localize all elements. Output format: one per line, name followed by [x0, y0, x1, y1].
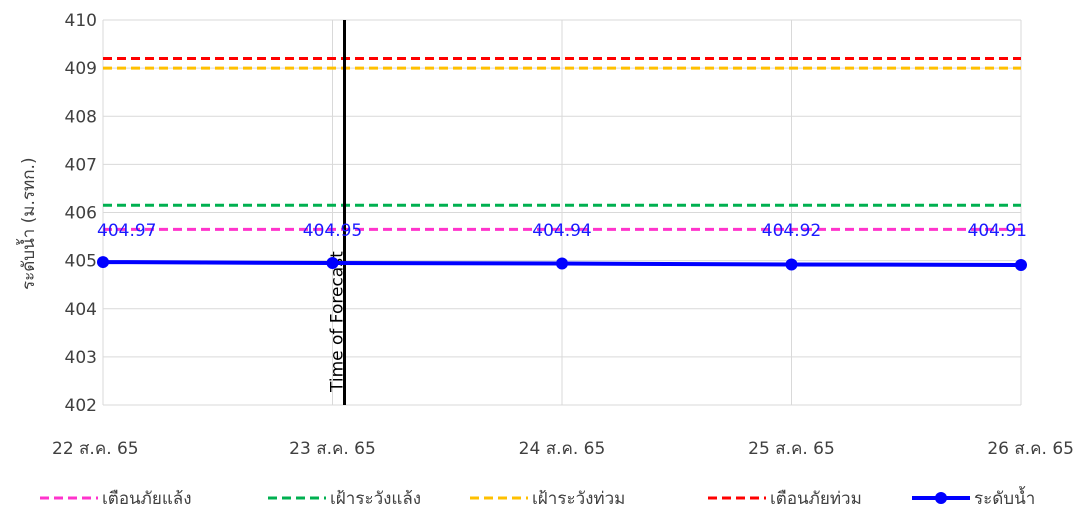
- data-label: 404.95: [303, 221, 362, 241]
- data-label: 404.92: [762, 221, 821, 241]
- y-tick-label: 402: [65, 396, 97, 416]
- legend-label: เฝ้าระวังท่วม: [532, 489, 625, 509]
- series-point: [556, 257, 568, 270]
- legend-label: เตือนภัยท่วม: [770, 489, 862, 509]
- x-tick-label: 22 ส.ค. 65: [52, 439, 139, 459]
- legend-marker: [935, 492, 947, 504]
- y-tick-label: 406: [65, 204, 97, 224]
- legend-label: เตือนภัยแล้ง: [102, 489, 192, 509]
- data-label: 404.91: [968, 221, 1027, 241]
- series-point: [1015, 258, 1027, 271]
- series-point: [97, 256, 109, 269]
- y-tick-label: 407: [65, 155, 97, 175]
- y-tick-label: 405: [65, 252, 97, 272]
- data-label: 404.97: [97, 221, 156, 241]
- y-tick-label: 403: [65, 348, 97, 368]
- y-tick-label: 404: [65, 300, 97, 320]
- legend-label: ระดับน้ำ: [974, 486, 1035, 509]
- y-tick-label: 408: [65, 107, 97, 127]
- x-tick-label: 23 ส.ค. 65: [289, 439, 376, 459]
- legend-label: เฝ้าระวังแล้ง: [330, 489, 421, 509]
- x-tick-label: 26 ส.ค. 65: [987, 439, 1074, 459]
- forecast-label: Time of Forecast: [328, 251, 348, 393]
- data-label: 404.94: [532, 221, 591, 241]
- x-tick-label: 24 ส.ค. 65: [519, 439, 606, 459]
- series-point: [326, 257, 339, 270]
- series-point: [785, 258, 798, 271]
- y-tick-label: 410: [65, 11, 97, 31]
- y-axis-title: ระดับน้ำ (ม.รทก.): [16, 157, 39, 290]
- x-tick-label: 25 ส.ค. 65: [748, 439, 835, 459]
- y-tick-label: 409: [65, 59, 97, 79]
